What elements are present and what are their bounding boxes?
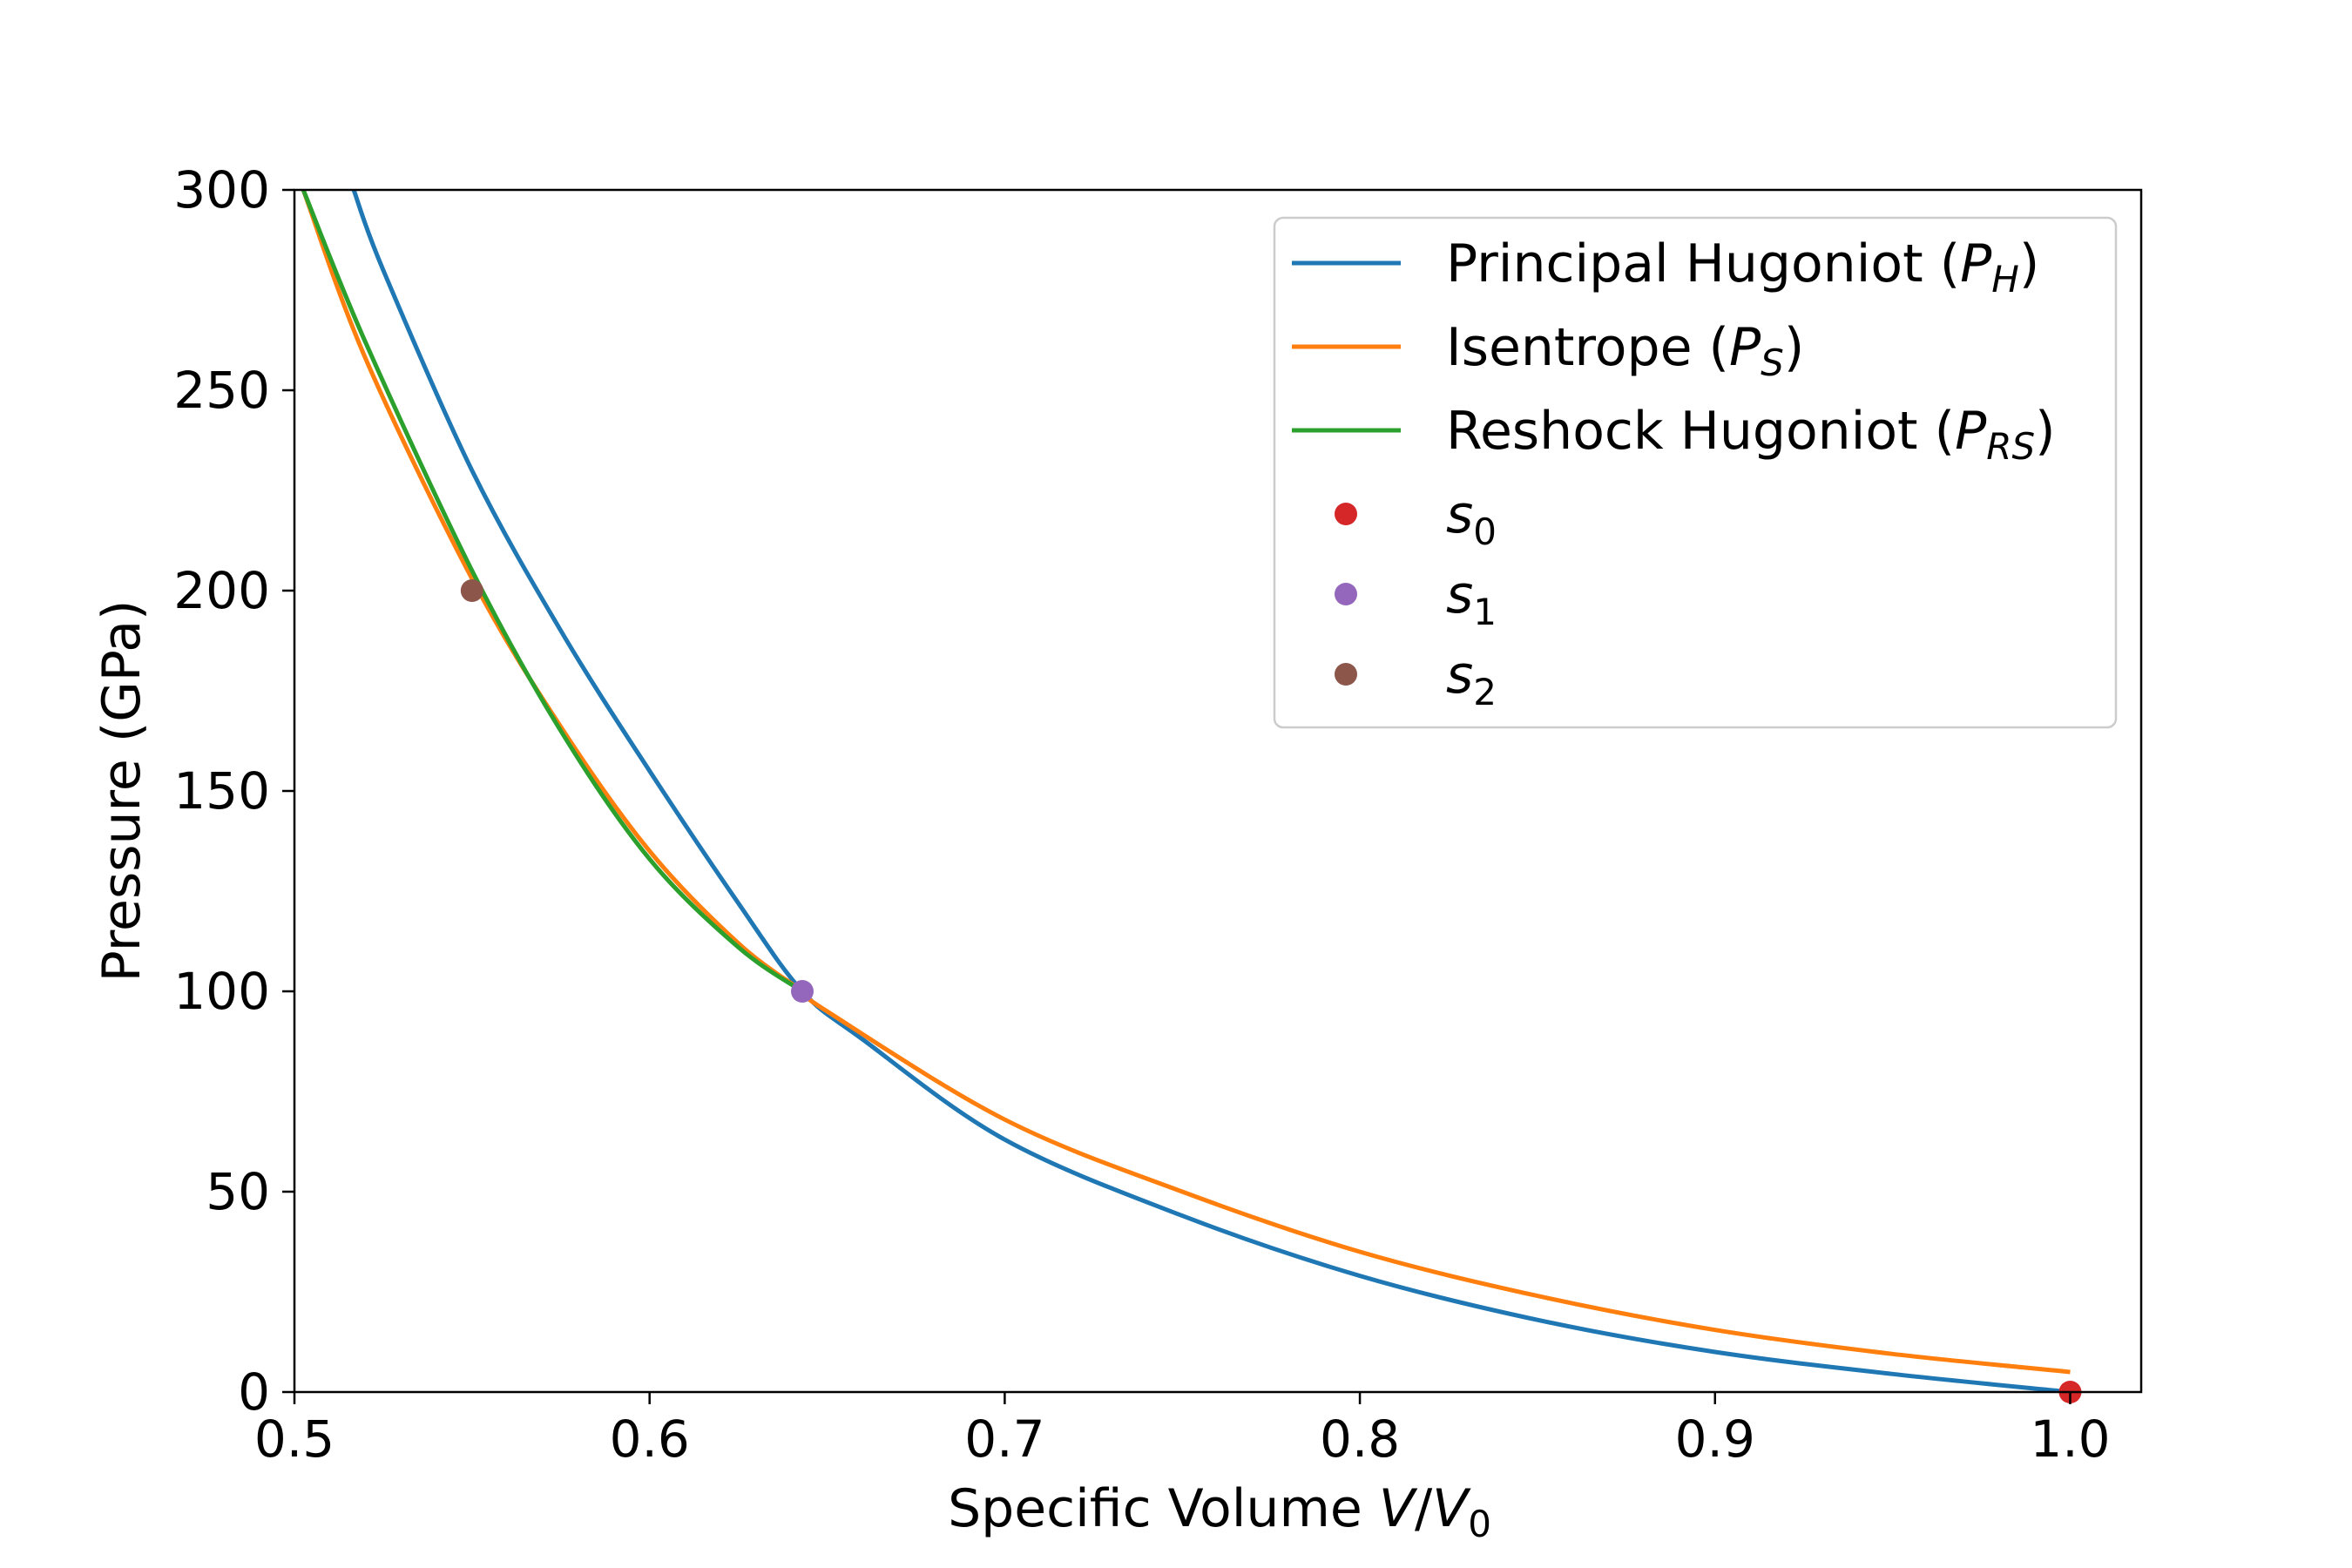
y-tick-label: 0 [238, 1362, 270, 1422]
legend-label-s1: s1 [1446, 564, 1497, 633]
legend-label-2: Reshock Hugoniot (PRS) [1446, 401, 2056, 468]
legend-marker-s0 [1335, 503, 1357, 525]
series-line-2 [301, 190, 804, 994]
y-axis-label: Pressure (GPa) [91, 600, 152, 983]
y-tick-label: 200 [173, 561, 270, 620]
x-tick-label: 1.0 [2030, 1409, 2110, 1469]
legend-label-0: Principal Hugoniot (PH) [1446, 233, 2039, 301]
marker-s1 [791, 980, 814, 1003]
x-axis-label: Specific Volume V/V0 [948, 1478, 1491, 1545]
legend-frame [1273, 216, 2118, 729]
legend-label-s2: s2 [1446, 645, 1497, 713]
legend-marker-s2 [1335, 663, 1357, 686]
x-tick-label: 0.7 [964, 1409, 1044, 1469]
x-tick-label: 0.6 [610, 1409, 690, 1469]
y-tick-label: 300 [173, 160, 270, 220]
y-tick-label: 100 [173, 962, 270, 1021]
x-tick-label: 0.5 [254, 1409, 335, 1469]
legend: Principal Hugoniot (PH) Isentrope (PS) Res… [1273, 216, 2118, 729]
x-tick-label: 0.9 [1675, 1409, 1755, 1469]
marker-s2 [460, 579, 483, 602]
series-line-0 [351, 190, 2071, 1392]
legend-label-1: Isentrope (PS) [1446, 317, 1804, 384]
y-axis-ticks: 0 50 100 150 200 250 300 [173, 160, 294, 1422]
x-axis-ticks: 0.5 0.6 0.7 0.8 0.9 1.0 [254, 1392, 2111, 1469]
legend-marker-s1 [1335, 583, 1357, 605]
y-tick-label: 250 [173, 361, 270, 420]
y-tick-label: 50 [206, 1162, 270, 1221]
y-tick-label: 150 [173, 761, 270, 821]
x-tick-label: 0.8 [1320, 1409, 1400, 1469]
legend-label-s0: s0 [1446, 484, 1497, 553]
